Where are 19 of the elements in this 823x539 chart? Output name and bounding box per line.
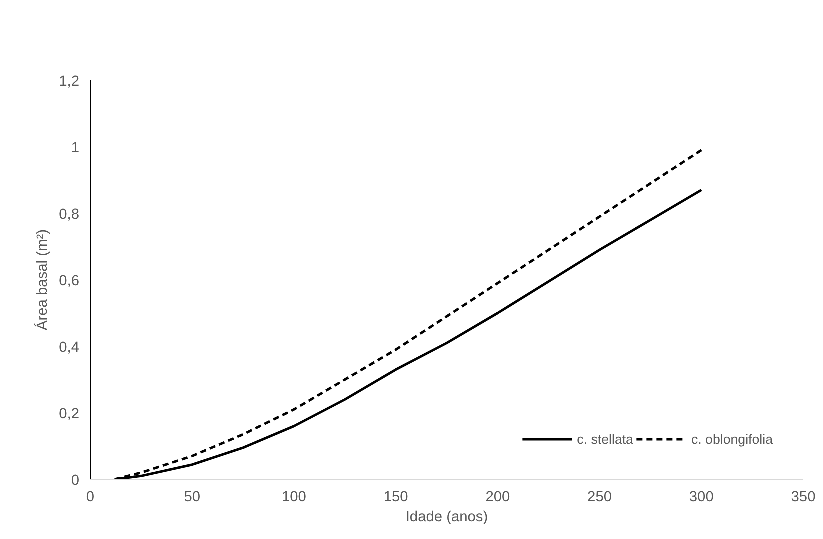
y-tick-label: 0,2 (59, 406, 80, 422)
x-axis-title: Idade (anos) (406, 510, 488, 526)
x-tick-label: 50 (184, 490, 201, 506)
x-tick-label: 300 (689, 490, 714, 506)
y-tick-label: 1 (71, 140, 80, 156)
y-tick-label: 0 (71, 473, 80, 489)
x-tick-label: 200 (486, 490, 510, 506)
y-tick-label: 0,4 (59, 340, 80, 356)
legend-label: c. oblongifolia (691, 432, 773, 446)
y-axis-title: Área basal (m²) (34, 229, 52, 330)
y-tick-label: 0,6 (59, 274, 80, 290)
legend-label: c. stellata (577, 432, 634, 446)
x-tick-label: 0 (86, 490, 95, 506)
x-tick-label: 100 (282, 490, 306, 506)
x-tick-label: 150 (384, 490, 408, 506)
x-tick-label: 250 (588, 490, 612, 506)
x-tick-label: 350 (791, 490, 816, 506)
y-tick-label: 0,8 (59, 207, 80, 223)
y-tick-label: 1,2 (59, 74, 80, 90)
